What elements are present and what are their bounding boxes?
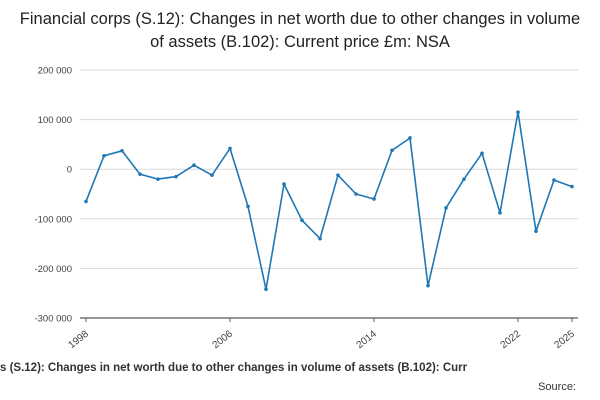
data-point — [318, 236, 322, 241]
data-point — [246, 204, 250, 209]
data-point — [282, 182, 286, 186]
data-point — [426, 283, 430, 288]
data-point — [228, 146, 232, 151]
data-point — [516, 110, 520, 114]
x-tick-label: 2025 — [553, 328, 578, 351]
data-point — [498, 211, 502, 215]
data-point — [570, 184, 574, 189]
x-tick-label: 2022 — [499, 328, 524, 351]
y-tick-label: -300 000 — [34, 314, 72, 325]
y-tick-label: 200 000 — [38, 66, 72, 77]
data-point — [120, 149, 124, 153]
data-point — [408, 136, 412, 140]
data-point — [192, 163, 196, 168]
data-point — [138, 172, 142, 176]
y-tick-label: 100 000 — [38, 115, 72, 126]
data-point — [462, 177, 466, 181]
series-line — [85, 111, 573, 290]
line-chart: 200 000 100 000 0 -100 000 -200 000 -300 000 1… — [34, 66, 578, 351]
y-tick-label: -200 000 — [34, 264, 72, 275]
x-tick-label: 2014 — [355, 328, 380, 351]
y-tick-label: -100 000 — [34, 214, 72, 225]
data-point — [534, 229, 538, 233]
data-point — [480, 151, 484, 156]
source-label: Source: — [538, 381, 576, 393]
y-tick-label: 0 — [67, 165, 72, 176]
data-point — [372, 197, 376, 201]
data-point — [390, 148, 394, 153]
x-tick-label: 2006 — [211, 328, 236, 351]
data-point — [264, 287, 268, 292]
data-point — [444, 206, 448, 210]
chart-area: 200 000 100 000 0 -100 000 -200 000 -300 000 1… — [0, 58, 600, 358]
data-point — [174, 174, 178, 179]
page-title: Financial corps (S.12): Changes in net w… — [19, 10, 581, 52]
x-tick-label: 1998 — [67, 328, 92, 351]
data-point — [156, 177, 160, 181]
data-point — [300, 218, 304, 223]
data-point — [84, 199, 88, 204]
data-point — [102, 154, 106, 158]
data-point — [210, 173, 214, 177]
data-point — [336, 173, 340, 177]
footer-caption: s (S.12): Changes in net worth due to ot… — [0, 362, 468, 374]
data-point — [552, 178, 556, 182]
data-point — [354, 192, 358, 196]
